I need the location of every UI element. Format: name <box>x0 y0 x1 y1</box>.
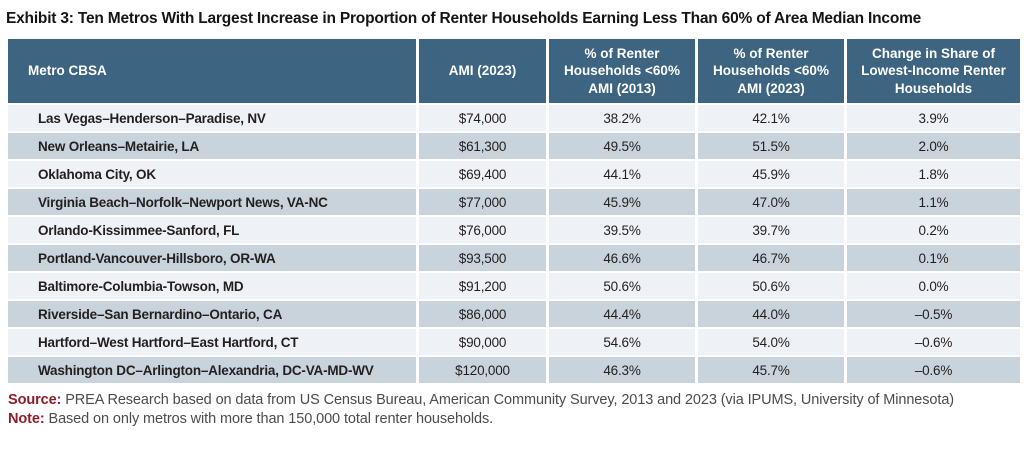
table-cell-metro: Orlando-Kissimmee-Sanford, FL <box>8 217 416 243</box>
column-header-pct-2023: % of Renter Households <60% AMI (2023) <box>698 39 844 103</box>
table-cell-pct2023: 42.1% <box>698 105 844 131</box>
table-cell-pct2013: 38.2% <box>549 105 695 131</box>
table-cell-ami: $77,000 <box>419 189 546 215</box>
table-cell-metro: Baltimore-Columbia-Towson, MD <box>8 273 416 299</box>
table-cell-ami: $61,300 <box>419 133 546 159</box>
table-cell-change: 2.0% <box>847 133 1020 159</box>
table-cell-pct2023: 45.9% <box>698 161 844 187</box>
note-label: Note: <box>8 411 45 427</box>
table-cell-change: –0.6% <box>847 329 1020 355</box>
table-cell-pct2023: 47.0% <box>698 189 844 215</box>
column-header-ami: AMI (2023) <box>419 39 546 103</box>
table-cell-change: –0.5% <box>847 301 1020 327</box>
column-header-pct-2013: % of Renter Households <60% AMI (2013) <box>549 39 695 103</box>
source-line: Source: PREA Research based on data from… <box>8 392 1016 408</box>
table-cell-pct2013: 39.5% <box>549 217 695 243</box>
table-cell-metro: Riverside–San Bernardino–Ontario, CA <box>8 301 416 327</box>
table-cell-pct2013: 46.3% <box>549 357 695 383</box>
column-header-change: Change in Share of Lowest-Income Renter … <box>847 39 1020 103</box>
table-cell-pct2023: 45.7% <box>698 357 844 383</box>
table-cell-pct2023: 51.5% <box>698 133 844 159</box>
table-cell-change: 0.1% <box>847 245 1020 271</box>
column-header-metro: Metro CBSA <box>8 39 416 103</box>
exhibit-title: Exhibit 3: Ten Metros With Largest Incre… <box>6 10 922 27</box>
table-cell-ami: $120,000 <box>419 357 546 383</box>
table-cell-metro: Virginia Beach–Norfolk–Newport News, VA-… <box>8 189 416 215</box>
footnotes: Source: PREA Research based on data from… <box>8 392 1016 427</box>
note-text: Based on only metros with more than 150,… <box>48 411 494 427</box>
table-cell-pct2013: 44.4% <box>549 301 695 327</box>
table-cell-pct2013: 46.6% <box>549 245 695 271</box>
table-cell-pct2023: 54.0% <box>698 329 844 355</box>
exhibit-page: Exhibit 3: Ten Metros With Largest Incre… <box>6 10 1020 427</box>
table-cell-metro: Hartford–West Hartford–East Hartford, CT <box>8 329 416 355</box>
source-text: PREA Research based on data from US Cens… <box>65 392 955 408</box>
table-cell-pct2013: 50.6% <box>549 273 695 299</box>
table-cell-ami: $74,000 <box>419 105 546 131</box>
table-cell-pct2023: 44.0% <box>698 301 844 327</box>
table-cell-change: 0.2% <box>847 217 1020 243</box>
table-cell-pct2013: 45.9% <box>549 189 695 215</box>
table-cell-pct2023: 39.7% <box>698 217 844 243</box>
table-cell-change: 1.8% <box>847 161 1020 187</box>
table-cell-metro: New Orleans–Metairie, LA <box>8 133 416 159</box>
table-cell-pct2013: 49.5% <box>549 133 695 159</box>
source-label: Source: <box>8 392 62 408</box>
table-cell-ami: $76,000 <box>419 217 546 243</box>
table-cell-ami: $86,000 <box>419 301 546 327</box>
table-cell-change: –0.6% <box>847 357 1020 383</box>
table-cell-ami: $93,500 <box>419 245 546 271</box>
table-cell-metro: Washington DC–Arlington–Alexandria, DC-V… <box>8 357 416 383</box>
table-cell-pct2013: 44.1% <box>549 161 695 187</box>
table-cell-ami: $90,000 <box>419 329 546 355</box>
table-cell-change: 1.1% <box>847 189 1020 215</box>
note-line: Note: Based on only metros with more tha… <box>8 411 1016 427</box>
table-cell-metro: Las Vegas–Henderson–Paradise, NV <box>8 105 416 131</box>
table-cell-metro: Oklahoma City, OK <box>8 161 416 187</box>
table-cell-ami: $91,200 <box>419 273 546 299</box>
table-cell-pct2013: 54.6% <box>549 329 695 355</box>
table-cell-pct2023: 46.7% <box>698 245 844 271</box>
table-cell-pct2023: 50.6% <box>698 273 844 299</box>
table-cell-change: 3.9% <box>847 105 1020 131</box>
table-cell-ami: $69,400 <box>419 161 546 187</box>
table-cell-metro: Portland-Vancouver-Hillsboro, OR-WA <box>8 245 416 271</box>
metro-table: Metro CBSA AMI (2023) % of Renter Househ… <box>8 39 1020 383</box>
table-cell-change: 0.0% <box>847 273 1020 299</box>
